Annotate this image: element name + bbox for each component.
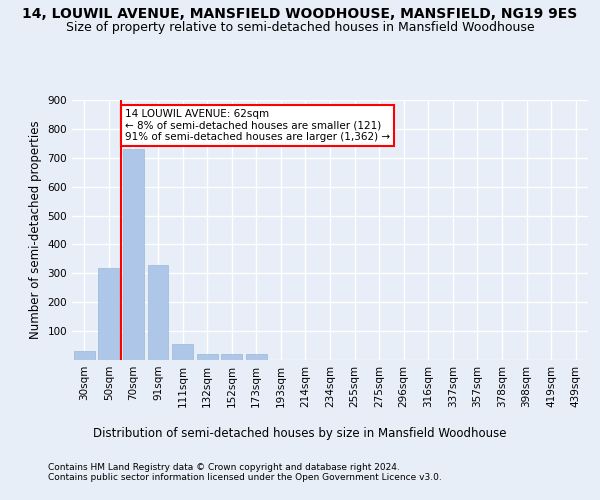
Text: Distribution of semi-detached houses by size in Mansfield Woodhouse: Distribution of semi-detached houses by …: [93, 428, 507, 440]
Text: Size of property relative to semi-detached houses in Mansfield Woodhouse: Size of property relative to semi-detach…: [65, 21, 535, 34]
Text: 14, LOUWIL AVENUE, MANSFIELD WOODHOUSE, MANSFIELD, NG19 9ES: 14, LOUWIL AVENUE, MANSFIELD WOODHOUSE, …: [22, 8, 578, 22]
Text: 14 LOUWIL AVENUE: 62sqm
← 8% of semi-detached houses are smaller (121)
91% of se: 14 LOUWIL AVENUE: 62sqm ← 8% of semi-det…: [125, 108, 390, 142]
Bar: [197, 354, 218, 360]
Bar: [123, 149, 144, 360]
Bar: [172, 344, 193, 360]
Bar: [98, 268, 119, 360]
Bar: [221, 354, 242, 360]
Bar: [74, 352, 95, 360]
Bar: [148, 264, 169, 360]
Bar: [246, 354, 267, 360]
Text: Contains HM Land Registry data © Crown copyright and database right 2024.
Contai: Contains HM Land Registry data © Crown c…: [48, 462, 442, 482]
Y-axis label: Number of semi-detached properties: Number of semi-detached properties: [29, 120, 42, 340]
